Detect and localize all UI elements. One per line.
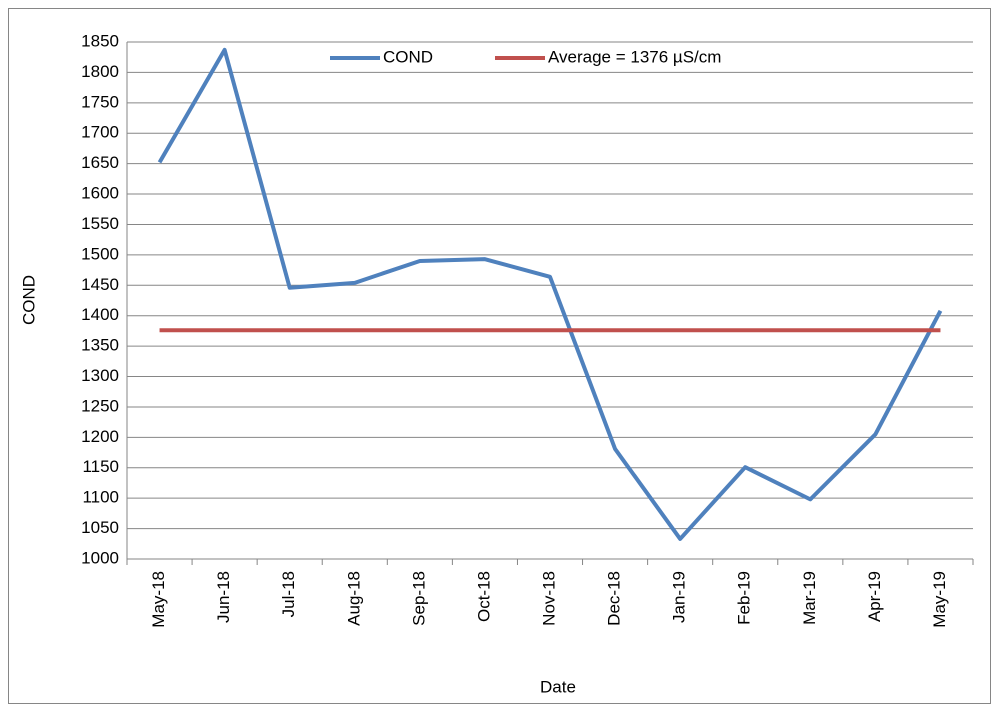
x-tick-label: Feb-19 bbox=[735, 571, 754, 625]
y-tick-label: 1400 bbox=[81, 305, 119, 324]
chart-border bbox=[8, 8, 991, 704]
y-tick-label: 1600 bbox=[81, 184, 119, 203]
x-tick-label: May-18 bbox=[149, 571, 168, 628]
y-tick-label: 1800 bbox=[81, 62, 119, 81]
x-tick-label: Apr-19 bbox=[865, 571, 884, 622]
y-tick-label: 1350 bbox=[81, 336, 119, 355]
y-tick-label: 1100 bbox=[82, 488, 119, 507]
x-tick-label: Dec-18 bbox=[605, 571, 624, 626]
legend-label: Average = 1376 µS/cm bbox=[548, 47, 721, 66]
x-tick-label: Aug-18 bbox=[344, 571, 363, 626]
x-tick-label: Jul-18 bbox=[279, 571, 298, 617]
data-line bbox=[157, 47, 943, 541]
x-tick-label: May-19 bbox=[930, 571, 949, 628]
x-tick-label: Nov-18 bbox=[539, 571, 558, 626]
y-tick-label: 1150 bbox=[82, 457, 119, 476]
y-tick-label: 1550 bbox=[81, 214, 119, 233]
x-tick-label: Jan-19 bbox=[670, 571, 689, 623]
y-tick-label: 1050 bbox=[81, 518, 119, 537]
y-tick-label: 1300 bbox=[81, 366, 119, 385]
x-tick-label: Mar-19 bbox=[800, 571, 819, 625]
y-tick-label: 1850 bbox=[81, 31, 119, 50]
x-tick-label: Oct-18 bbox=[474, 571, 493, 622]
y-tick-label: 1700 bbox=[81, 123, 119, 142]
x-axis-label: Date bbox=[540, 677, 576, 696]
y-axis-label: COND bbox=[19, 275, 38, 325]
x-tick-label: Jun-18 bbox=[214, 571, 233, 623]
y-tick-label: 1000 bbox=[81, 548, 119, 567]
y-tick-label: 1650 bbox=[81, 153, 119, 172]
y-tick-label: 1200 bbox=[81, 427, 119, 446]
y-tick-label: 1750 bbox=[81, 92, 119, 111]
x-tick-label: Sep-18 bbox=[409, 571, 428, 626]
y-tick-label: 1500 bbox=[81, 244, 119, 263]
y-tick-label: 1450 bbox=[81, 275, 119, 294]
y-tick-label: 1250 bbox=[81, 396, 119, 415]
legend-label: COND bbox=[383, 47, 433, 66]
